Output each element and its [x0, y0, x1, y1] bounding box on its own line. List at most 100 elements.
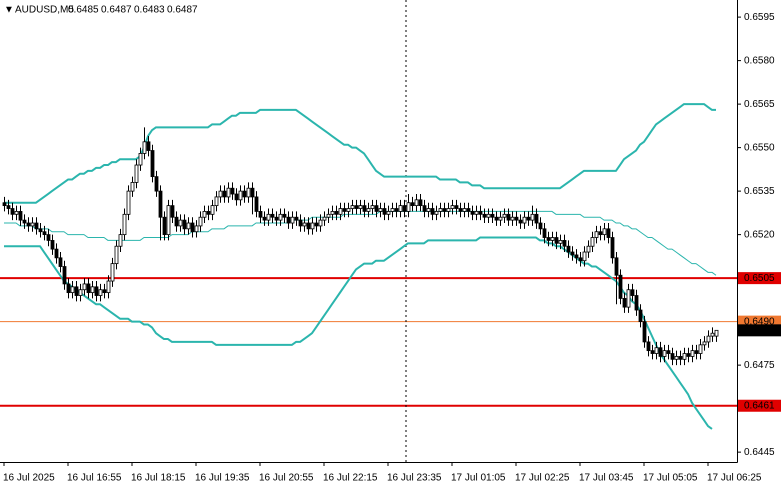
candle: [278, 208, 283, 226]
candle-body: [590, 237, 595, 247]
candle-body: [162, 216, 167, 236]
price-labels: 0.6505 0.6490 0.6461 0.6487: [738, 272, 781, 412]
candle-body: [150, 150, 155, 178]
candle: [570, 246, 575, 261]
candle-body: [650, 350, 655, 354]
candle-body: [326, 213, 331, 218]
candle-body: [306, 222, 311, 230]
candle: [346, 202, 351, 218]
candle-body: [462, 208, 467, 212]
candle-body: [286, 216, 291, 224]
candle: [238, 185, 243, 206]
candle: [274, 211, 279, 226]
candle-body: [18, 211, 23, 221]
candle: [454, 199, 459, 215]
candle: [218, 185, 223, 203]
candle-body: [42, 231, 47, 236]
candle-body: [498, 216, 503, 221]
candle-body: [94, 286, 99, 296]
candle-body: [246, 187, 251, 198]
candle-body: [374, 205, 379, 212]
x-tick-label: 16 Jul 2025: [3, 473, 55, 484]
candle: [674, 350, 679, 366]
candle: [378, 202, 383, 218]
candle: [618, 269, 623, 305]
candle: [382, 202, 387, 221]
candle-body: [382, 208, 387, 215]
candle: [646, 336, 651, 357]
candle: [186, 217, 191, 235]
candle: [294, 211, 299, 226]
candle-body: [54, 248, 59, 259]
candle-body: [202, 211, 207, 218]
candle-body: [110, 263, 115, 282]
candle-body: [714, 329, 719, 337]
candle: [502, 208, 507, 224]
candle-body: [250, 187, 255, 198]
candle-body: [122, 213, 127, 236]
candle-body: [170, 205, 175, 218]
candle-body: [402, 205, 407, 212]
candle: [122, 208, 127, 241]
candle-body: [666, 350, 671, 354]
candle: [670, 347, 675, 366]
candle: [118, 228, 123, 253]
candle-body: [266, 213, 271, 221]
candle: [438, 202, 443, 218]
candle: [654, 341, 659, 360]
candle-body: [50, 240, 55, 250]
candle-body: [570, 251, 575, 256]
candle: [610, 231, 615, 264]
header-high: 0.6487: [101, 5, 132, 16]
candle: [106, 275, 111, 299]
candle: [22, 214, 27, 229]
candle-body: [370, 205, 375, 209]
candle-body: [618, 274, 623, 299]
axes: 0.6595 0.6580 0.6565 0.6550 0.6535 0.6520 0.65…: [3, 12, 775, 484]
candle-body: [454, 205, 459, 209]
candle: [138, 147, 143, 171]
candle: [14, 205, 19, 221]
candle-body: [506, 213, 511, 221]
candle: [498, 211, 503, 226]
candle: [262, 211, 267, 226]
band-upper: [4, 103, 716, 204]
candle: [226, 182, 231, 203]
candle-body: [254, 196, 259, 212]
candle: [550, 231, 555, 247]
candle-body: [502, 213, 507, 218]
candle-body: [350, 205, 355, 209]
header-symbol: AUDUSD,M5: [15, 5, 74, 16]
header-low: 0.6483: [134, 5, 165, 16]
level-label: 0.6505: [744, 273, 775, 284]
candle-body: [614, 257, 619, 276]
candle: [166, 199, 171, 241]
candle-body: [546, 237, 551, 241]
candle: [586, 240, 591, 258]
candle-body: [182, 219, 187, 230]
candle: [510, 211, 515, 226]
candle: [706, 330, 711, 348]
candle-body: [66, 283, 71, 294]
candle-body: [574, 254, 579, 259]
candle: [490, 208, 495, 224]
candle: [94, 281, 99, 302]
candle-body: [518, 219, 523, 224]
candle: [114, 240, 119, 270]
candle: [146, 136, 151, 157]
candle-body: [30, 222, 35, 227]
candle: [542, 223, 547, 244]
candle: [626, 283, 631, 313]
candle: [78, 283, 83, 302]
candle-body: [446, 208, 451, 212]
candle: [494, 211, 499, 226]
candle-body: [534, 213, 539, 224]
candle-body: [230, 187, 235, 195]
x-tick-label: 16 Jul 18:15: [131, 473, 186, 484]
candle-body: [634, 295, 639, 311]
candle-body: [78, 289, 83, 296]
candle: [450, 199, 455, 215]
candle: [630, 283, 635, 302]
candle: [682, 347, 687, 366]
